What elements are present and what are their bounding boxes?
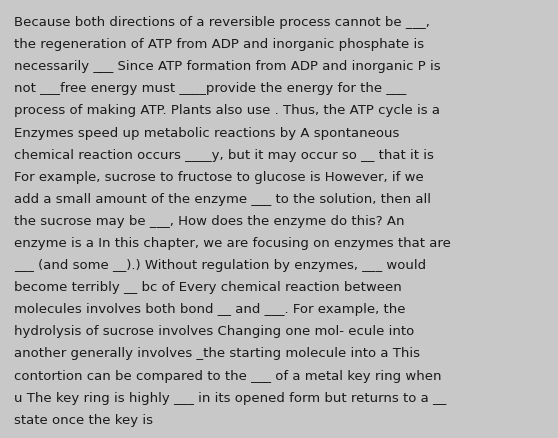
Text: hydrolysis of sucrose involves Changing one mol- ecule into: hydrolysis of sucrose involves Changing …: [14, 325, 414, 338]
Text: ___ (and some __).) Without regulation by enzymes, ___ would: ___ (and some __).) Without regulation b…: [14, 258, 426, 272]
Text: Enzymes speed up metabolic reactions by A spontaneous: Enzymes speed up metabolic reactions by …: [14, 126, 400, 139]
Text: chemical reaction occurs ____y, but it may occur so __ that it is: chemical reaction occurs ____y, but it m…: [14, 148, 434, 161]
Text: the sucrose may be ___, How does the enzyme do this? An: the sucrose may be ___, How does the enz…: [14, 215, 405, 227]
Text: u The key ring is highly ___ in its opened form but returns to a __: u The key ring is highly ___ in its open…: [14, 391, 446, 404]
Text: another generally involves _the starting molecule into a This: another generally involves _the starting…: [14, 347, 420, 360]
Text: contortion can be compared to the ___ of a metal key ring when: contortion can be compared to the ___ of…: [14, 369, 441, 382]
Text: For example, sucrose to fructose to glucose is However, if we: For example, sucrose to fructose to gluc…: [14, 170, 424, 183]
Text: Because both directions of a reversible process cannot be ___,: Because both directions of a reversible …: [14, 16, 430, 29]
Text: the regeneration of ATP from ADP and inorganic phosphate is: the regeneration of ATP from ADP and ino…: [14, 38, 424, 51]
Text: add a small amount of the enzyme ___ to the solution, then all: add a small amount of the enzyme ___ to …: [14, 192, 431, 205]
Text: not ___free energy must ____provide the energy for the ___: not ___free energy must ____provide the …: [14, 82, 406, 95]
Text: enzyme is a In this chapter, we are focusing on enzymes that are: enzyme is a In this chapter, we are focu…: [14, 237, 451, 249]
Text: process of making ATP. Plants also use . Thus, the ATP cycle is a: process of making ATP. Plants also use .…: [14, 104, 440, 117]
Text: molecules involves both bond __ and ___. For example, the: molecules involves both bond __ and ___.…: [14, 303, 406, 316]
Text: become terribly __ bc of Every chemical reaction between: become terribly __ bc of Every chemical …: [14, 281, 402, 293]
Text: necessarily ___ Since ATP formation from ADP and inorganic P is: necessarily ___ Since ATP formation from…: [14, 60, 441, 73]
Text: state once the key is: state once the key is: [14, 413, 153, 426]
